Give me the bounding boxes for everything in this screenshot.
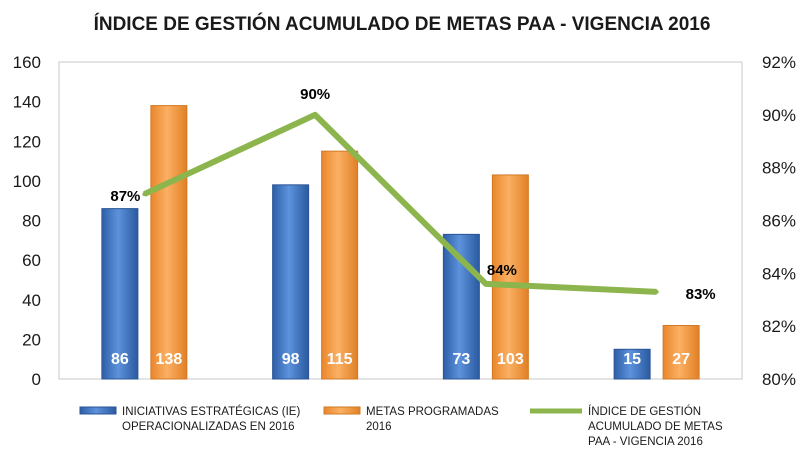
y2-tick-label: 80% bbox=[762, 370, 796, 389]
y-tick-label: 120 bbox=[13, 132, 41, 151]
line-point bbox=[654, 289, 659, 294]
bar-metas bbox=[150, 105, 188, 380]
bar-value-label: 73 bbox=[452, 351, 470, 368]
line-point bbox=[142, 192, 147, 197]
y2-tick-label: 88% bbox=[762, 159, 796, 178]
y-tick-label: 80 bbox=[22, 212, 41, 231]
bar-iniciativas bbox=[613, 348, 651, 380]
bar-metas bbox=[491, 174, 529, 380]
y2-tick-label: 82% bbox=[762, 317, 796, 336]
line-indice-gestion bbox=[143, 111, 657, 295]
legend-label: METAS PROGRAMADAS bbox=[366, 406, 499, 418]
y-tick-label: 0 bbox=[32, 370, 41, 389]
y2-tick-label: 92% bbox=[762, 53, 796, 72]
legend-label: ACUMULADO DE METAS bbox=[588, 421, 723, 433]
legend-label: ÍNDICE DE GESTIÓN bbox=[588, 405, 701, 418]
line-value-label: 87% bbox=[110, 188, 140, 205]
bar-value-label: 98 bbox=[282, 351, 300, 368]
bar-iniciativas bbox=[272, 184, 310, 380]
line-value-label: 83% bbox=[686, 286, 716, 303]
bars: 86 138 98 115 73 103 15 27 bbox=[101, 105, 700, 380]
line-point bbox=[313, 112, 318, 117]
legend-label: OPERACIONALIZADAS EN 2016 bbox=[122, 421, 295, 433]
line-series: 87% 90% 84% 83% bbox=[110, 86, 715, 303]
y-tick-label: 140 bbox=[13, 93, 41, 112]
bar-metas bbox=[321, 150, 359, 380]
legend-label: INICIATIVAS ESTRATÉGICAS (IE) bbox=[122, 405, 300, 418]
chart-title: ÍNDICE DE GESTIÓN ACUMULADO DE METAS PAA… bbox=[94, 13, 711, 35]
bar-value-label: 115 bbox=[327, 351, 353, 368]
bar-value-label: 15 bbox=[623, 351, 641, 368]
line-value-label: 90% bbox=[300, 86, 330, 103]
legend-swatch bbox=[323, 406, 361, 415]
bar-value-label: 86 bbox=[111, 351, 129, 368]
right-axis: 80% 82% 84% 86% 88% 90% 92% bbox=[762, 53, 796, 389]
line-point bbox=[483, 281, 488, 286]
legend: INICIATIVAS ESTRATÉGICAS (IE) OPERACIONAL… bbox=[79, 405, 723, 448]
legend-label: 2016 bbox=[366, 421, 392, 433]
bar-value-label: 138 bbox=[156, 351, 183, 368]
y-tick-label: 40 bbox=[22, 291, 41, 310]
bar-metas bbox=[662, 325, 700, 380]
legend-label: PAA - VIGENCIA 2016 bbox=[588, 436, 703, 448]
y-tick-label: 160 bbox=[13, 53, 41, 72]
y2-tick-label: 90% bbox=[762, 106, 796, 125]
y-tick-label: 60 bbox=[22, 251, 41, 270]
y-tick-label: 20 bbox=[22, 330, 41, 349]
line-value-label: 84% bbox=[487, 262, 517, 279]
left-axis: 0 20 40 60 80 100 120 140 160 bbox=[13, 53, 41, 389]
bar-value-label: 103 bbox=[497, 351, 524, 368]
y2-tick-label: 86% bbox=[762, 212, 796, 231]
legend-swatch bbox=[79, 406, 117, 415]
bar-iniciativas bbox=[101, 208, 139, 380]
y-tick-label: 100 bbox=[13, 172, 41, 191]
bar-value-label: 27 bbox=[672, 351, 690, 368]
y2-tick-label: 84% bbox=[762, 264, 796, 283]
